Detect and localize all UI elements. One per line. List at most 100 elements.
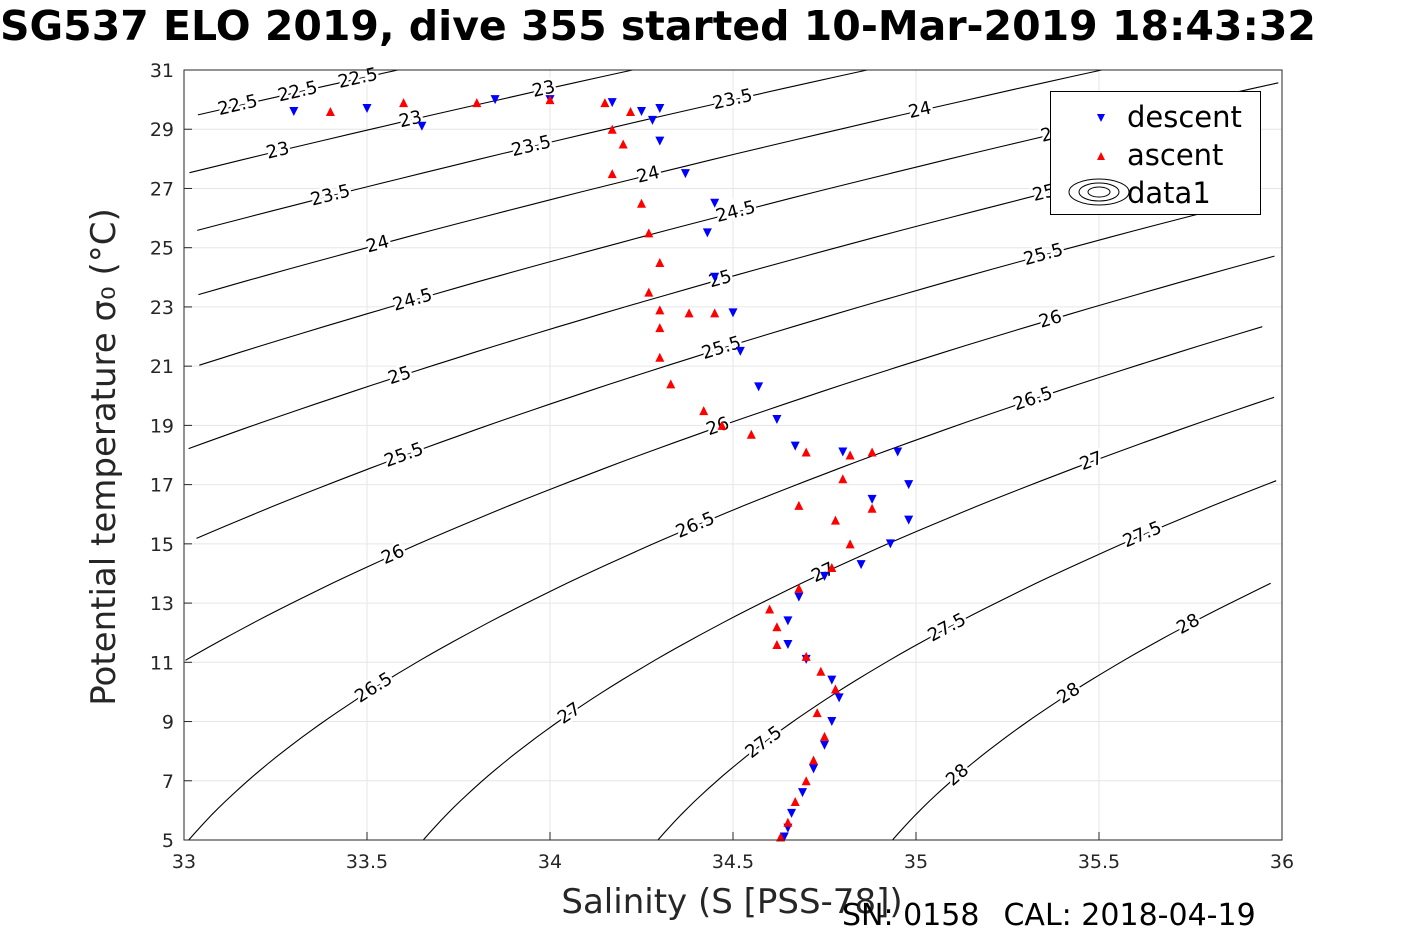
legend: descent ascent data1: [1050, 91, 1261, 215]
ascent-point: [816, 666, 826, 676]
ascent-point: [801, 447, 811, 457]
descent-point: [637, 106, 646, 116]
ascent-point: [325, 106, 335, 116]
y-tick-label: 7: [162, 771, 174, 793]
contour-label: 24: [364, 231, 392, 257]
ascent-point: [684, 308, 694, 318]
descent-point: [904, 515, 914, 525]
contour-icon: [1068, 178, 1130, 206]
ascent-point: [655, 352, 665, 362]
contour-label: 26.5: [673, 508, 718, 543]
contour-label: 23.5: [509, 131, 553, 161]
descent-point: [834, 693, 844, 703]
descent-point: [783, 616, 793, 626]
ascent-point: [827, 563, 837, 573]
ascent-point: [545, 95, 555, 105]
contour-label: 25.5: [1021, 239, 1065, 270]
y-tick-label: 31: [150, 60, 174, 82]
x-tick-label: 36: [1270, 851, 1294, 873]
contour-label: 28: [1173, 610, 1203, 639]
contour-label: 27: [1077, 447, 1106, 475]
descent-point: [904, 480, 914, 490]
y-axis-label: Potential temperature σ₀ (°C): [84, 208, 124, 706]
isopycnal-line: [657, 480, 1277, 841]
legend-label-ascent: ascent: [1127, 138, 1224, 172]
descent-point: [867, 494, 877, 504]
ascent-point: [809, 755, 819, 765]
ascent-point: [783, 817, 793, 827]
descent-point: [647, 115, 657, 125]
contour-label: 24: [906, 97, 933, 123]
contour-label: 25.5: [381, 438, 426, 472]
y-tick-label: 15: [150, 534, 174, 556]
descent-point: [607, 98, 617, 108]
ascent-point: [867, 503, 877, 513]
y-tick-label: 23: [150, 297, 174, 319]
descent-point: [772, 414, 782, 424]
descent-point: [856, 560, 866, 570]
y-tick-label: 13: [150, 593, 174, 615]
contour-label: 27: [554, 698, 585, 728]
contour-label: 24.5: [390, 284, 434, 315]
descent-point: [779, 832, 789, 842]
ascent-point: [772, 640, 782, 650]
descent-point: [710, 272, 720, 282]
descent-point: [417, 121, 427, 131]
ascent-point: [710, 308, 720, 318]
isopycnal-line: [422, 396, 1275, 841]
x-tick-label: 34: [538, 851, 562, 873]
descent-point: [680, 169, 690, 179]
y-tick-label: 11: [150, 652, 174, 674]
ascent-point: [830, 515, 840, 525]
ascent-point: [618, 139, 628, 149]
ascent-point: [838, 474, 848, 484]
descent-point: [809, 764, 819, 774]
descent-point: [794, 592, 804, 602]
descent-point: [710, 198, 720, 208]
descent-point: [783, 640, 793, 650]
ascent-point: [867, 447, 877, 457]
contour-label: 22.5: [276, 77, 320, 106]
y-tick-label: 17: [150, 475, 174, 497]
descent-point: [490, 95, 500, 105]
descent-point: [728, 308, 738, 318]
x-tick-label: 35: [904, 851, 928, 873]
ascent-point: [845, 450, 855, 460]
descent-point: [827, 717, 837, 727]
descent-point: [655, 136, 665, 146]
ascent-point: [644, 287, 654, 297]
ascent-point: [820, 731, 829, 741]
descent-point: [362, 104, 372, 113]
x-axis-label: Salinity (S [PSS-78]): [561, 882, 902, 922]
contour-label: 23.5: [711, 85, 755, 114]
ascent-point: [600, 98, 610, 108]
calibration-date: CAL: 2018-04-19: [1003, 898, 1256, 933]
ascent-point: [644, 228, 654, 238]
contour-label: 24.5: [714, 197, 758, 227]
descent-point: [827, 675, 837, 685]
contour-label: 26: [1036, 306, 1064, 333]
ascent-point: [655, 323, 665, 333]
isopycnal-line: [188, 326, 1263, 841]
contour-label: 25: [706, 266, 734, 292]
descent-point: [798, 788, 808, 798]
ascent-point: [626, 106, 636, 116]
ascent-point: [794, 583, 804, 593]
descent-point: [735, 346, 745, 356]
contour-label: 23.5: [308, 180, 352, 210]
ascent-point: [717, 420, 727, 430]
x-tick-label: 33: [172, 851, 196, 873]
y-tick-label: 25: [150, 238, 174, 260]
descent-point: [289, 106, 299, 116]
serial-number: SN: 0158: [842, 898, 980, 933]
contour-label: 26: [704, 413, 733, 440]
descent-point: [820, 740, 829, 750]
contour-label: 23: [530, 76, 557, 102]
isopycnal-line: [195, 197, 1261, 539]
x-tick-label: 34.5: [712, 851, 754, 873]
descent-point: [820, 571, 829, 581]
axis-ticks: 33 33.5 34 34.5 35 35.5 36 5 7 9 11 13 15 17 19 21 23 25 2…: [150, 60, 1294, 873]
ascent-marker-icon: [1097, 152, 1105, 160]
ascent-point: [607, 169, 617, 179]
descent-point: [790, 441, 800, 451]
